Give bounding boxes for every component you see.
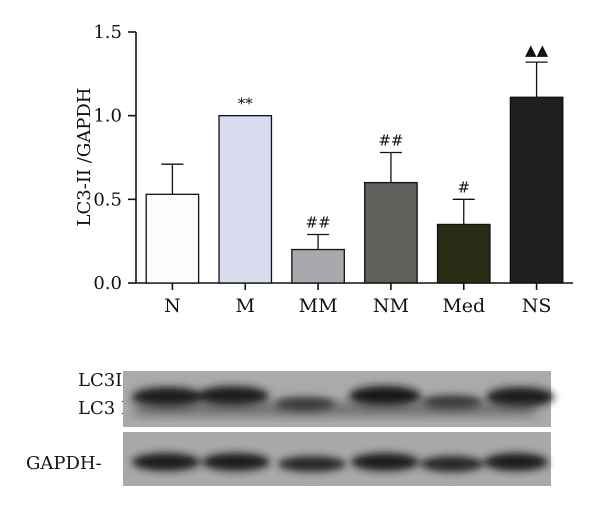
band-lc3ii-ns <box>486 387 554 407</box>
band-gapdh-med <box>420 456 484 472</box>
bar-m <box>218 115 273 284</box>
y-tick-label: 0.5 <box>93 189 122 210</box>
significance-label-m: ** <box>238 95 254 113</box>
significance-label-ns: ▲▲ <box>525 41 549 59</box>
y-axis-label: LC3-II /GAPDH <box>74 88 95 227</box>
blot-label-lc3i: LC3 I- <box>78 398 134 419</box>
bar-ns <box>509 96 564 284</box>
band-gapdh-nm <box>351 453 419 471</box>
band-gapdh-ns <box>484 453 548 471</box>
x-tick-label-ns: NS <box>522 295 552 317</box>
x-tick-label-n: N <box>164 295 181 317</box>
y-tick-label: 1.5 <box>93 22 122 43</box>
gapdh-blot-membrane <box>123 432 551 486</box>
significance-label-med: # <box>457 178 470 196</box>
bar-med <box>436 223 491 284</box>
x-tick-label-mm: MM <box>299 295 338 317</box>
y-tick-label: 1.0 <box>93 106 122 127</box>
western-blot-panel: LC3II- LC3 I- GAPDH- <box>26 370 554 486</box>
lc3-blot-membrane <box>123 371 554 427</box>
x-tick-label-nm: NM <box>373 295 409 317</box>
significance-label-mm: ## <box>306 213 331 231</box>
y-tick-label: 0.0 <box>93 273 122 294</box>
significance-label-nm: ## <box>378 131 403 149</box>
band-gapdh-mm <box>278 456 346 472</box>
band-lc3ii-m <box>197 386 269 406</box>
bar-n <box>145 193 200 284</box>
bar-mm <box>291 248 345 284</box>
band-lc3ii-n <box>132 387 204 407</box>
blot-label-lc3ii: LC3II- <box>78 370 135 391</box>
band-lc3ii-nm <box>349 386 421 406</box>
x-tick-label-m: M <box>236 295 255 317</box>
bar-nm <box>364 181 418 284</box>
band-gapdh-n <box>132 453 200 471</box>
x-tick-label-med: Med <box>442 295 485 317</box>
band-gapdh-m <box>202 453 270 471</box>
blot-label-gapdh: GAPDH- <box>26 453 102 474</box>
